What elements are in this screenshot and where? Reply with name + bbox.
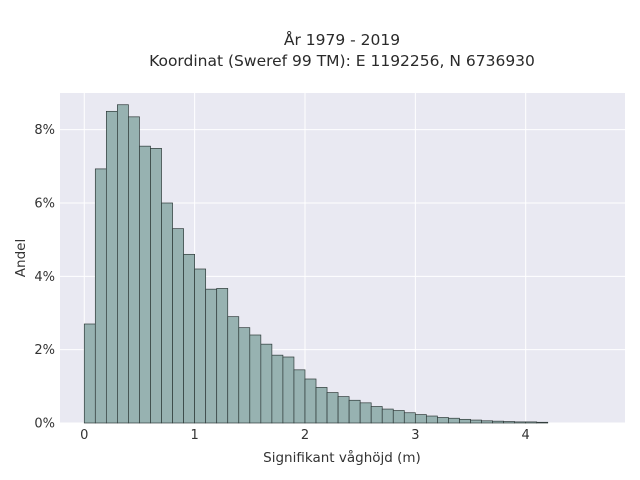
- histogram-bar: [249, 334, 262, 424]
- histogram-bar: [304, 378, 317, 424]
- histogram-bar: [525, 421, 538, 424]
- x-axis-ticks: 0 1 2 3 4: [80, 428, 530, 443]
- histogram-bar: [326, 392, 339, 424]
- x-tick-label: 2: [301, 428, 309, 443]
- histogram-bar: [216, 288, 229, 424]
- y-tick-label: 2%: [34, 343, 55, 358]
- chart-subtitle: Koordinat (Sweref 99 TM): E 1192256, N 6…: [149, 52, 535, 70]
- histogram-bar: [227, 316, 240, 424]
- histogram-bar: [514, 421, 527, 424]
- histogram-bar: [426, 415, 438, 424]
- y-axis-ticks: 0% 2% 4% 6% 8%: [34, 123, 55, 431]
- histogram-bar: [414, 414, 427, 424]
- histogram-bar: [348, 399, 361, 424]
- chart-title: År 1979 - 2019: [284, 30, 400, 49]
- histogram-bar: [194, 268, 207, 424]
- y-tick-label: 4%: [34, 270, 55, 285]
- histogram-bar: [238, 327, 251, 424]
- histogram-bar: [161, 202, 173, 424]
- histogram-bar: [271, 354, 284, 424]
- histogram-bar: [293, 369, 306, 424]
- y-tick-label: 8%: [34, 123, 55, 138]
- x-tick-label: 4: [522, 428, 530, 443]
- histogram-bar: [459, 418, 471, 424]
- y-tick-label: 0%: [34, 417, 55, 432]
- bars: [83, 104, 549, 424]
- histogram-bar: [470, 419, 482, 424]
- histogram-bar: [503, 421, 515, 424]
- histogram-bar: [128, 116, 140, 424]
- histogram-bar: [359, 402, 372, 424]
- histogram-bar: [117, 104, 129, 424]
- x-tick-label: 3: [411, 428, 419, 443]
- x-tick-label: 1: [190, 428, 198, 443]
- x-axis-label: Signifikant våghöjd (m): [263, 449, 421, 466]
- histogram-bar: [381, 408, 394, 424]
- histogram-bar: [437, 417, 449, 424]
- y-axis-label: Andel: [13, 239, 29, 277]
- y-tick-label: 6%: [34, 197, 55, 212]
- histogram-bar: [205, 288, 218, 424]
- histogram-bar: [139, 145, 151, 424]
- histogram-bar: [370, 406, 383, 424]
- histogram-bar: [94, 168, 107, 424]
- histogram-bar: [172, 228, 184, 424]
- histogram-bar: [536, 421, 549, 424]
- histogram-bar: [105, 110, 118, 424]
- histogram-bar: [392, 410, 405, 424]
- histogram-bar: [337, 396, 350, 424]
- x-tick-label: 0: [80, 428, 88, 443]
- histogram-bar: [183, 253, 195, 424]
- histogram-bar: [481, 420, 493, 424]
- histogram-bar: [403, 412, 416, 424]
- histogram-bar: [448, 417, 460, 424]
- histogram-bar: [315, 387, 328, 424]
- histogram-bar: [150, 148, 162, 424]
- histogram-bar: [492, 420, 504, 424]
- histogram-bar: [83, 323, 96, 424]
- histogram-bar: [282, 356, 295, 424]
- histogram-bar: [260, 343, 273, 424]
